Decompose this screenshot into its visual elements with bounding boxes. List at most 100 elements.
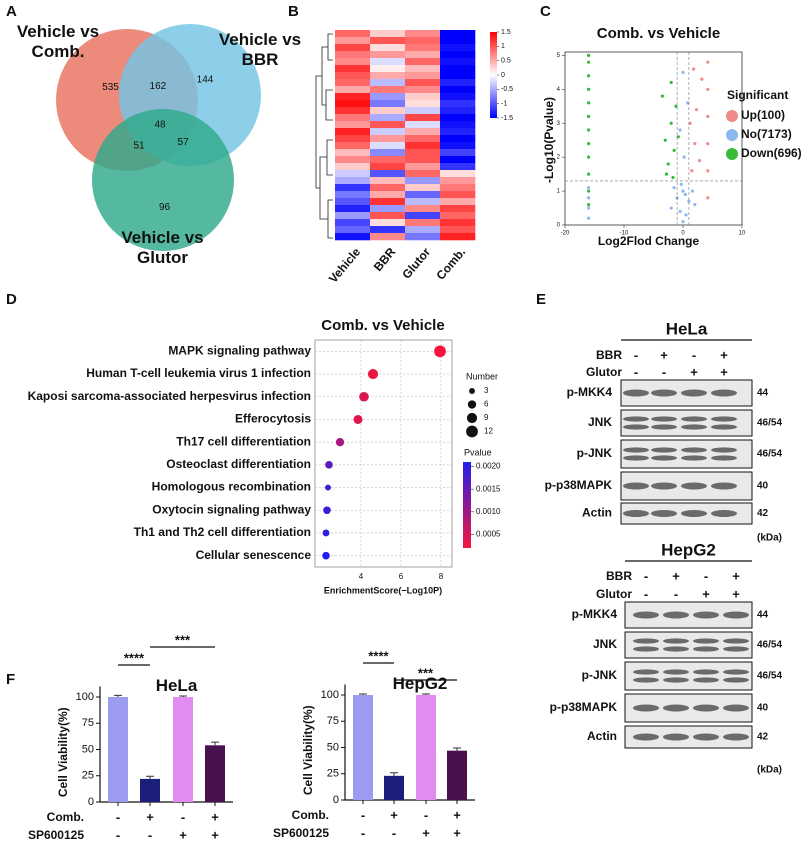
panel-letter: B [288,3,299,20]
category-label: Cellular senescence [196,548,312,562]
heat-cell [405,177,441,185]
heat-cell [370,156,406,164]
heat-cell [335,156,371,164]
significance-label: **** [124,650,145,665]
condition-sign: - [392,825,396,840]
colorbar-tick-label: -1 [501,101,507,108]
heat-cell [370,100,406,108]
heat-cell [370,93,406,101]
blot-band [633,638,659,644]
blot-band [723,677,749,683]
point [669,80,673,85]
heat-cell [440,79,476,87]
treatment-sign: - [634,364,638,379]
point [706,169,710,173]
heat-cell [440,37,476,45]
bar [140,778,160,802]
chart-title: HepG2 [393,674,448,693]
heat-cell [370,205,406,213]
heat-cell [370,170,406,178]
blot-band [723,646,749,652]
heat-cell [405,198,441,206]
blot-band [693,669,719,675]
point [679,182,683,186]
heat-cell [370,219,406,227]
significance-label: *** [175,632,191,647]
size-legend-dot [467,400,477,409]
condition-sign: - [116,809,120,824]
heat-cell [440,65,476,73]
heat-cell [405,65,441,73]
blot-band [663,638,689,644]
dot [325,484,331,491]
point [587,87,591,91]
heat-cell [405,135,441,143]
set-label: Vehicle vs BBR [218,30,302,69]
blot-band [663,646,689,652]
blot-band [693,646,719,652]
heat-cell [405,170,441,178]
point [688,121,692,125]
band-label: p-MKK4 [572,607,618,621]
heat-cell [440,51,476,59]
band-label: p-JNK [577,446,613,460]
condition-label: SP600125 [28,828,84,842]
heat-cell [440,233,476,241]
blot-band [681,447,707,453]
point [682,155,686,159]
blot-strip [624,661,753,691]
y-tick-label: 100 [76,691,94,703]
treatment-sign: + [720,364,728,379]
size-legend-dot [466,412,478,424]
blot-band [693,638,719,644]
heat-cell [370,135,406,143]
heat-cell [440,107,476,115]
treatment-label: Glutor [586,365,622,379]
heat-cell [405,205,441,213]
treatment-label: Glutor [596,587,632,601]
heat-cell [405,156,441,164]
category-label: Osteoclast differentiation [166,457,311,471]
heat-cell [405,107,441,115]
bar [416,695,436,800]
significance-label: **** [368,648,389,663]
blot-band [711,455,737,461]
point [693,141,697,146]
y-tick-label: 75 [327,715,339,727]
region-count: 162 [150,81,167,92]
heat-cell [370,121,406,129]
heat-cell [335,177,371,185]
point [587,189,591,193]
condition-sign: + [453,825,461,840]
blot-band [723,611,749,619]
heat-cell [405,121,441,129]
point [690,189,695,193]
point [693,203,697,207]
heat-cell [335,65,371,73]
heat-cell [335,100,371,108]
category-label: MAPK signaling pathway [168,344,311,358]
legend-swatch [726,129,738,141]
heat-cell [405,128,441,136]
point [587,128,591,132]
heat-cell [370,233,406,241]
colorbar-tick-label: 0.0020 [476,462,501,471]
treatment-sign: - [644,568,648,583]
chart-title: Comb. vs Vehicle [597,25,720,42]
blot-band [663,704,689,712]
blot-strip [620,439,753,469]
heat-cell [405,100,441,108]
heat-cell [370,212,406,220]
kda-unit: (kDa) [757,533,782,544]
set-label: Vehicle vs Comb. [16,22,100,61]
legend-title: Significant [727,88,788,102]
heat-cell [440,149,476,157]
region-count: 96 [159,202,171,213]
dot [322,529,330,537]
blot-band [623,455,649,461]
colorbar-tick-label: 1 [501,43,505,50]
band-kda: 44 [757,610,769,621]
band-label: p-p38MAPK [550,700,618,714]
y-tick-label: 25 [327,768,339,780]
